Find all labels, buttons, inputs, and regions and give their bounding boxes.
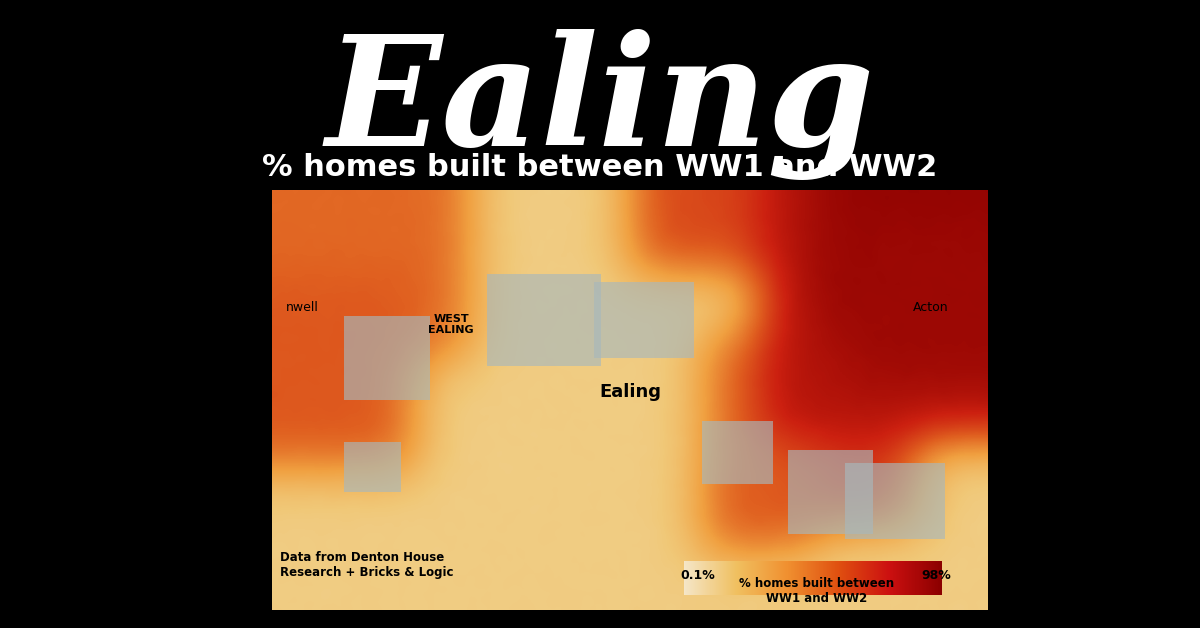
Text: % homes built between WW1 and WW2: % homes built between WW1 and WW2 [263, 153, 937, 183]
Text: 98%: 98% [922, 569, 952, 582]
Text: nwell: nwell [287, 301, 319, 314]
Bar [845, 463, 946, 539]
Text: Ealing: Ealing [325, 30, 875, 180]
Text: 0.1%: 0.1% [680, 569, 715, 582]
Bar [343, 442, 401, 492]
Text: Ealing: Ealing [599, 382, 661, 401]
Bar [343, 316, 430, 400]
Text: Data from Denton House
Research + Bricks & Logic: Data from Denton House Research + Bricks… [280, 551, 454, 579]
Bar [702, 421, 773, 484]
Text: % homes built between
WW1 and WW2: % homes built between WW1 and WW2 [738, 577, 894, 605]
Bar [594, 283, 695, 358]
Bar [787, 450, 874, 534]
Text: WEST
EALING: WEST EALING [428, 313, 474, 335]
Text: Westernav: Westernav [818, 569, 871, 592]
Bar [487, 274, 601, 366]
Text: Acton: Acton [913, 301, 948, 314]
